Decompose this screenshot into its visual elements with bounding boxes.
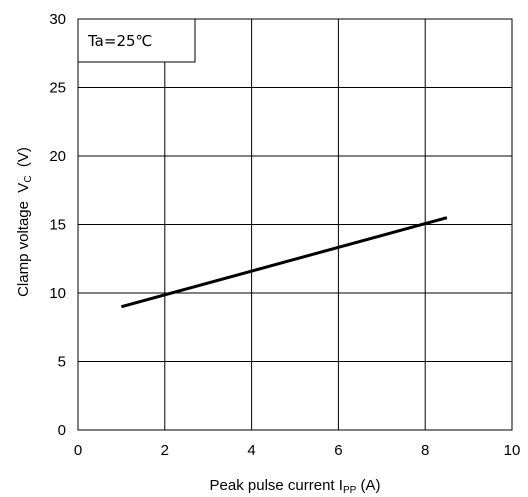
y-axis-title-subscript: C [23,175,34,182]
y-tick-label: 15 [49,217,66,234]
plot-frame [77,18,513,431]
x-axis-title: Peak pulse current IPP (A) [210,477,381,496]
x-tick-label: 2 [161,442,169,459]
y-tick-label: 25 [49,80,66,97]
x-axis-title-subscript: PP [343,485,357,496]
y-tick-labels: 0 5 10 15 20 25 30 [49,11,66,439]
y-tick-label: 5 [58,354,66,371]
condition-box [77,18,196,63]
y-tick-label: 20 [49,148,66,165]
x-tick-label: 8 [421,442,429,459]
y-tick-label: 10 [49,285,66,302]
condition-label: Ta=25℃ [87,32,152,50]
y-axis-title-main: Clamp voltage V [15,183,32,297]
y-axis-title-unit: (V) [15,147,32,175]
grid [77,18,513,431]
x-tick-label: 0 [74,442,82,459]
x-tick-label: 6 [334,442,342,459]
y-tick-label: 30 [49,11,66,28]
series-line-0 [121,216,448,309]
x-tick-label: 4 [247,442,255,459]
x-tick-label: 10 [504,442,521,459]
condition-annotation: Ta=25℃ [77,18,196,63]
y-axis-title: Clamp voltage VC (V) [15,147,34,297]
series-layer [121,216,448,309]
x-axis-title-unit: (A) [356,477,380,494]
y-tick-label: 0 [58,422,66,439]
x-axis-title-main: Peak pulse current I [210,477,343,494]
x-tick-labels: 0 2 4 6 8 10 [74,442,521,459]
